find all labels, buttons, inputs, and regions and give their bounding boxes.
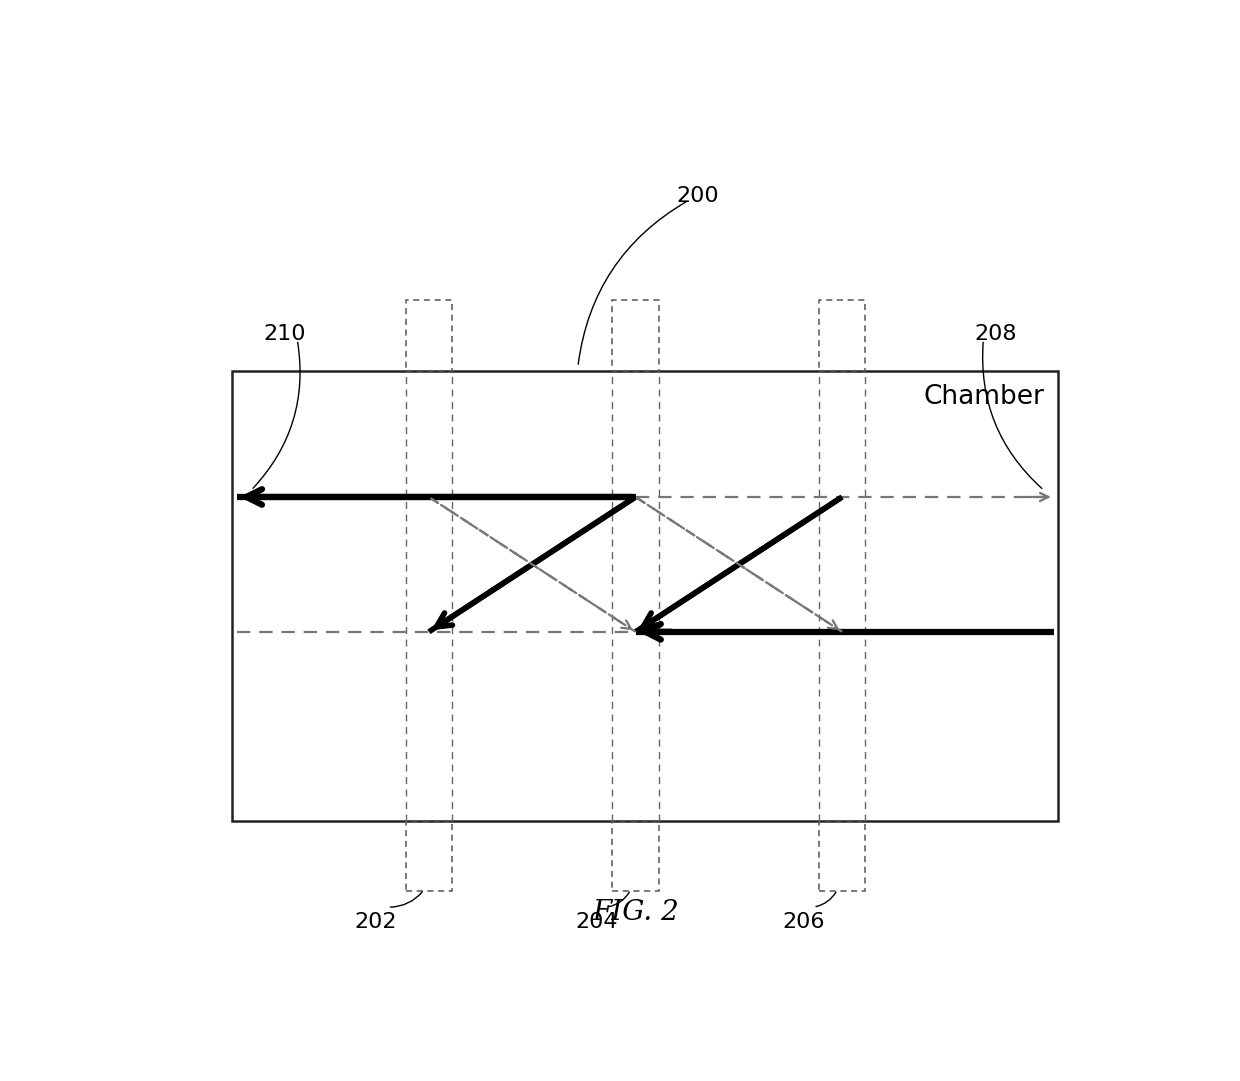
Text: 206: 206 [782,912,825,932]
Bar [613,301,658,371]
Bar [820,301,866,371]
Text: 210: 210 [263,323,306,344]
Bar [405,820,451,892]
Bar [405,301,451,371]
Text: FIG. 2: FIG. 2 [593,898,678,925]
Text: 208: 208 [975,323,1017,344]
Bar [820,820,866,892]
Text: Chamber: Chamber [923,384,1044,410]
Text: 204: 204 [575,912,619,932]
Text: 200: 200 [677,186,719,206]
Bar [232,371,1059,820]
Bar [613,820,658,892]
Text: 202: 202 [355,912,397,932]
